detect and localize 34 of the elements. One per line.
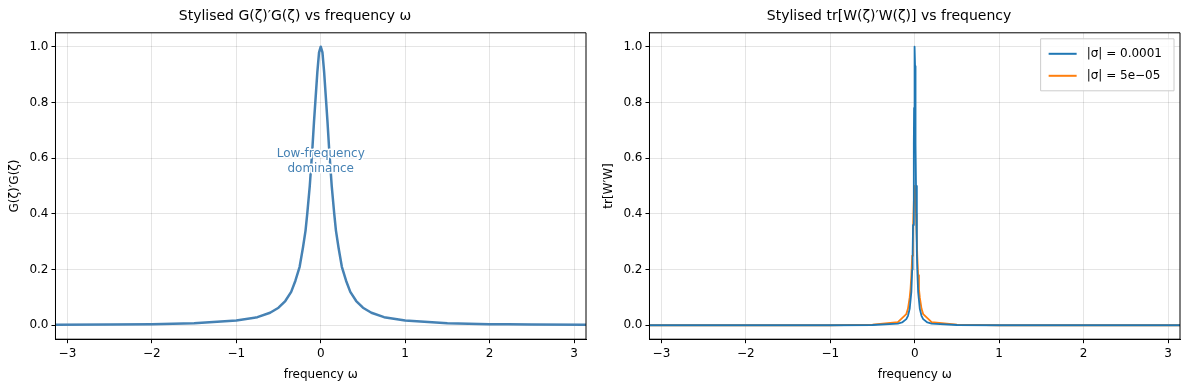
y-tick-label: 0.0: [29, 317, 49, 332]
y-tick-label: 0.6: [29, 150, 49, 165]
legend-label: |σ| = 0.0001: [1086, 45, 1163, 60]
y-tick-label: 0.0: [623, 317, 643, 332]
x-tick-label: 0: [910, 345, 919, 360]
x-tick-label: −1: [227, 345, 246, 360]
chart-title: Stylised G(ζ)′G(ζ) vs frequency ω: [178, 7, 412, 24]
x-tick-label: 3: [570, 345, 578, 360]
y-tick-label: 0.4: [29, 205, 49, 220]
x-tick-label: 0: [316, 345, 325, 360]
y-tick-label: 0.2: [623, 261, 643, 276]
y-tick-label: 0.6: [623, 150, 643, 165]
y-tick-label: 1.0: [29, 38, 49, 53]
x-axis-title: frequency ω: [283, 366, 358, 381]
y-tick-label: 0.2: [29, 261, 49, 276]
y-tick-label: 0.4: [623, 205, 643, 220]
x-tick-label: 3: [1164, 345, 1172, 360]
y-axis-title: G(ζ)′G(ζ): [7, 159, 22, 213]
x-tick-label: 1: [401, 345, 409, 360]
chart-title: Stylised tr[W(ζ)′W(ζ)] vs frequency: [766, 7, 1012, 24]
x-tick-label: 2: [1079, 345, 1088, 360]
y-tick-label: 1.0: [623, 38, 643, 53]
x-tick-label: −3: [652, 345, 671, 360]
x-tick-label: −3: [58, 345, 77, 360]
y-tick-label: 0.8: [29, 94, 49, 109]
y-tick-label: 0.8: [623, 94, 643, 109]
x-tick-label: −1: [821, 345, 840, 360]
x-tick-label: −2: [737, 345, 755, 360]
legend-label: |σ| = 5e−05: [1086, 67, 1161, 82]
x-tick-label: 2: [485, 345, 494, 360]
x-tick-label: 1: [995, 345, 1003, 360]
x-axis-title: frequency ω: [877, 366, 952, 381]
x-tick-label: −2: [143, 345, 161, 360]
y-axis-title: tr[W′W]: [601, 163, 616, 209]
